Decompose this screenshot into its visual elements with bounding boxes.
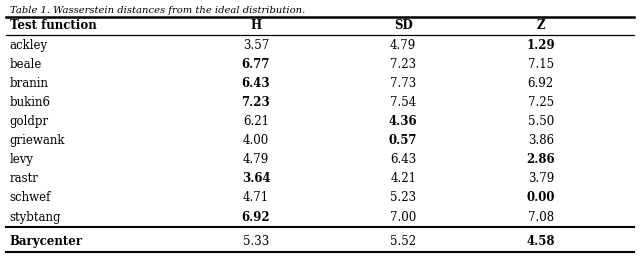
Text: 5.52: 5.52 xyxy=(390,235,416,247)
Text: griewank: griewank xyxy=(10,134,65,147)
Text: Z: Z xyxy=(536,19,545,32)
Text: branin: branin xyxy=(10,77,49,90)
Text: 0.00: 0.00 xyxy=(527,191,555,205)
Text: bukin6: bukin6 xyxy=(10,96,51,109)
Text: 6.77: 6.77 xyxy=(242,58,270,71)
Text: 7.23: 7.23 xyxy=(390,58,416,71)
Text: 6.92: 6.92 xyxy=(242,211,270,224)
Text: goldpr: goldpr xyxy=(10,115,49,128)
Text: SD: SD xyxy=(394,19,413,32)
Text: beale: beale xyxy=(10,58,42,71)
Text: 7.08: 7.08 xyxy=(528,211,554,224)
Text: 7.23: 7.23 xyxy=(242,96,270,109)
Text: rastr: rastr xyxy=(10,172,38,185)
Text: 4.21: 4.21 xyxy=(390,172,416,185)
Text: 6.92: 6.92 xyxy=(528,77,554,90)
Text: schwef: schwef xyxy=(10,191,51,205)
Text: 3.57: 3.57 xyxy=(243,39,269,51)
Text: 1.29: 1.29 xyxy=(527,39,555,51)
Text: Table 1. Wasserstein distances from the ideal distribution.: Table 1. Wasserstein distances from the … xyxy=(10,6,305,15)
Text: 0.57: 0.57 xyxy=(389,134,417,147)
Text: 7.54: 7.54 xyxy=(390,96,417,109)
Text: 4.71: 4.71 xyxy=(243,191,269,205)
Text: 2.86: 2.86 xyxy=(527,153,555,166)
Text: 5.50: 5.50 xyxy=(527,115,554,128)
Text: 7.00: 7.00 xyxy=(390,211,417,224)
Text: 4.36: 4.36 xyxy=(389,115,417,128)
Text: 7.15: 7.15 xyxy=(528,58,554,71)
Text: 6.21: 6.21 xyxy=(243,115,269,128)
Text: 5.23: 5.23 xyxy=(390,191,416,205)
Text: 3.86: 3.86 xyxy=(528,134,554,147)
Text: 6.43: 6.43 xyxy=(242,77,270,90)
Text: 7.73: 7.73 xyxy=(390,77,417,90)
Text: 5.33: 5.33 xyxy=(243,235,269,247)
Text: 4.00: 4.00 xyxy=(243,134,269,147)
Text: Test function: Test function xyxy=(10,19,97,32)
Text: 7.25: 7.25 xyxy=(528,96,554,109)
Text: 3.79: 3.79 xyxy=(527,172,554,185)
Text: levy: levy xyxy=(10,153,34,166)
Text: H: H xyxy=(250,19,262,32)
Text: stybtang: stybtang xyxy=(10,211,61,224)
Text: 4.79: 4.79 xyxy=(243,153,269,166)
Text: 3.64: 3.64 xyxy=(242,172,270,185)
Text: ackley: ackley xyxy=(10,39,48,51)
Text: 4.58: 4.58 xyxy=(527,235,555,247)
Text: Barycenter: Barycenter xyxy=(10,235,83,247)
Text: 4.79: 4.79 xyxy=(390,39,417,51)
Text: 6.43: 6.43 xyxy=(390,153,417,166)
